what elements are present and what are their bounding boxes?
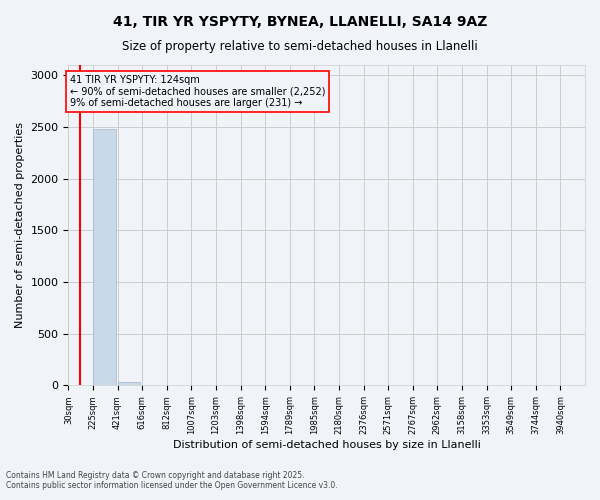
Text: Size of property relative to semi-detached houses in Llanelli: Size of property relative to semi-detach… (122, 40, 478, 53)
Text: Contains HM Land Registry data © Crown copyright and database right 2025.
Contai: Contains HM Land Registry data © Crown c… (6, 470, 338, 490)
Bar (68, 385, 91, 386)
Text: 41, TIR YR YSPYTY, BYNEA, LLANELLI, SA14 9AZ: 41, TIR YR YSPYTY, BYNEA, LLANELLI, SA14… (113, 15, 487, 29)
X-axis label: Distribution of semi-detached houses by size in Llanelli: Distribution of semi-detached houses by … (173, 440, 481, 450)
Bar (142, 385, 165, 386)
Text: 41 TIR YR YSPYTY: 124sqm
← 90% of semi-detached houses are smaller (2,252)
9% of: 41 TIR YR YSPYTY: 124sqm ← 90% of semi-d… (70, 74, 325, 108)
Bar (118, 382, 140, 386)
Bar (93, 129, 116, 386)
Y-axis label: Number of semi-detached properties: Number of semi-detached properties (15, 122, 25, 328)
